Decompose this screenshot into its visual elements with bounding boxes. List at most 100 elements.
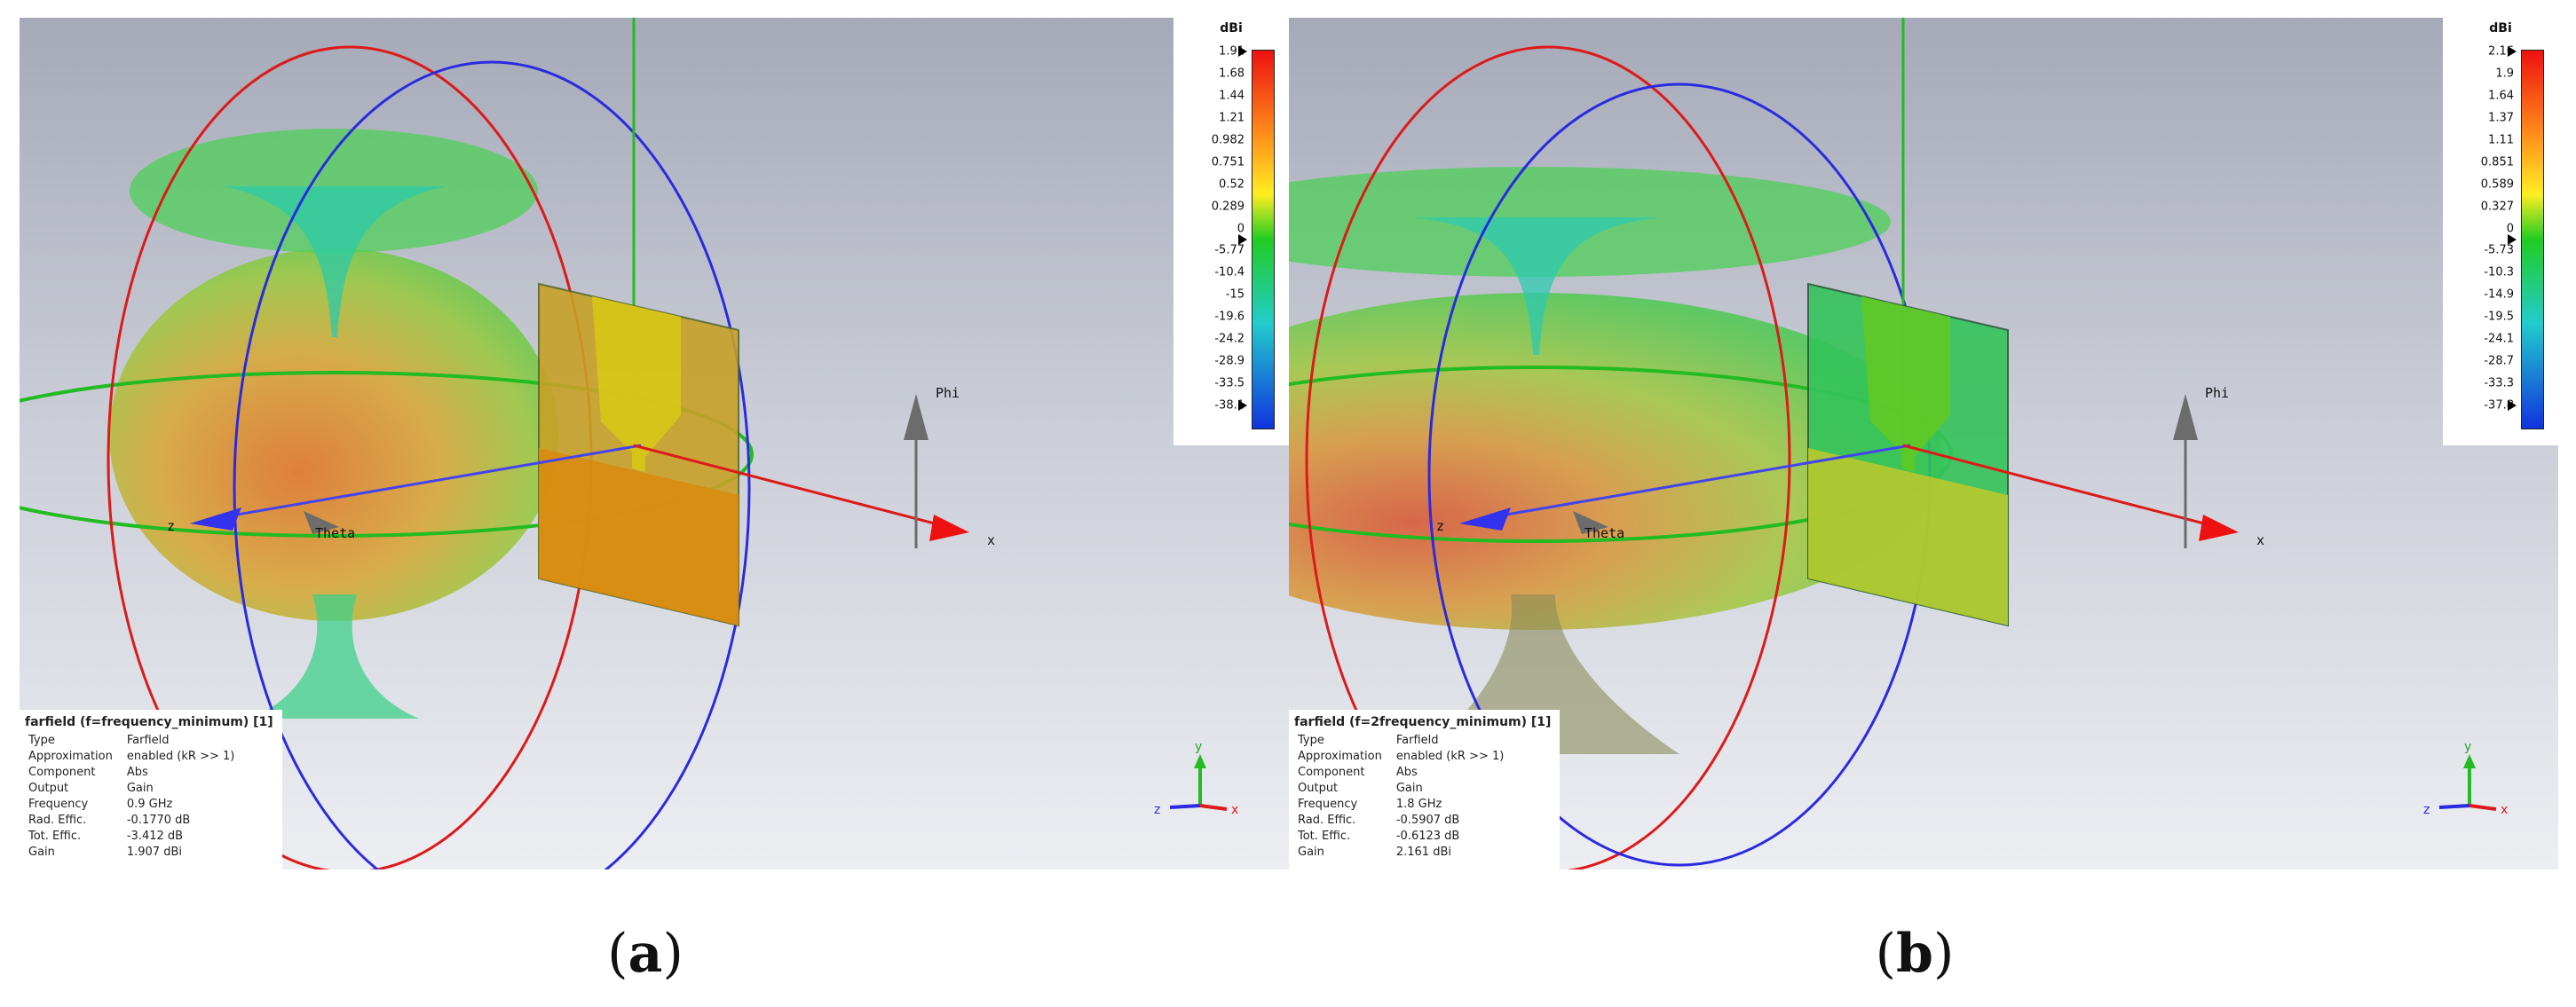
legend-tick-label: 1.44 [1219,89,1245,103]
axis-triad: y z x [1154,740,1238,817]
legend-tick-label: 0.52 [1219,177,1245,192]
info-value: 2.161 dBi [1395,846,1451,859]
info-key: Rad. Effic. [28,814,87,827]
info-value: Farfield [1395,734,1439,747]
info-key: Component [1298,766,1365,779]
legend-tick-label: -5.77 [1214,243,1245,257]
info-key: Gain [28,846,55,859]
info-key: Output [1298,782,1339,795]
antenna-ground-plane [539,448,739,625]
info-row: Tot. Effic. -0.6123 dB [1294,829,1514,845]
info-value: Abs [126,766,148,779]
info-title: farfield (f=2frequency_minimum) [1] [1294,715,1552,729]
legend-tick-label: -38.1 [1214,398,1245,413]
triad-x-label: x [1231,803,1238,817]
legend-tick-label: 2.16 [2488,44,2514,59]
info-row: Frequency 1.8 GHz [1294,797,1514,813]
info-value: Abs [1395,766,1418,779]
info-row: Approximation enabled (kR >> 1) [1294,749,1514,765]
blue-z-axis [1474,444,1911,522]
info-key: Tot. Effic. [28,830,82,843]
caption-a: (a) [607,923,684,985]
info-row: Output Gain [1294,781,1514,797]
theta-label: Theta [1584,525,1624,541]
info-value: Farfield [126,734,170,747]
info-value: -3.412 dB [126,830,184,843]
red-x-axis [633,444,952,530]
info-row: Frequency 0.9 GHz [25,797,245,813]
info-row: Type Farfield [1294,733,1514,749]
legend-tick-label: -24.1 [2484,332,2514,346]
legend-unit: dBi [2489,21,2512,35]
phi-label: Phi [2205,385,2229,401]
info-key: Type [28,734,55,747]
legend-tick-label: 1.21 [1219,111,1245,125]
color-scale-bar [1252,50,1275,429]
info-value: 1.907 dBi [126,846,182,859]
legend-max-marker [1238,46,1247,57]
x-axis-arrowhead [929,515,969,541]
legend-unit: dBi [1220,21,1243,35]
info-key: Approximation [28,750,113,763]
theta-arrowhead [304,511,339,534]
info-row: Approximation enabled (kR >> 1) [25,749,245,765]
theta-arrowhead [1573,511,1608,534]
info-key: Component [28,766,96,779]
info-value: enabled (kR >> 1) [1395,750,1505,763]
info-key: Approximation [1298,750,1382,763]
x-axis-label: x [2256,532,2264,548]
color-scale-legend: dBi 1.91 1.68 1.44 1.21 0.982 0.751 0.52 0.289 0… [1173,18,1289,445]
z-axis-arrowhead [1459,507,1511,531]
legend-tick-label: 1.91 [1219,44,1245,59]
info-key: Rad. Effic. [1298,814,1356,827]
phi-arrowhead [904,394,928,440]
info-title: farfield (f=frequency_minimum) [1] [25,715,273,729]
triad-z-label: z [2423,803,2430,817]
triad-z-label: z [1154,803,1160,817]
legend-tick-label: -28.9 [1214,354,1245,368]
info-value: Gain [1395,782,1423,795]
theta-label: Theta [315,525,355,541]
legend-tick-label: -33.5 [1214,376,1245,390]
z-axis-label: z [1436,518,1444,534]
legend-min-marker [2508,400,2517,411]
z-axis-arrowhead [190,507,241,531]
info-row: Gain 2.161 dBi [1294,845,1514,861]
upper-null-funnel [224,186,446,337]
info-row: Type Farfield [25,733,245,749]
legend-tick-label: -19.5 [2484,310,2514,324]
info-key: Frequency [1298,798,1358,811]
legend-tick-label: -28.7 [2484,354,2514,368]
legend-tick-label: 1.9 [2495,67,2514,81]
caption-b: (b) [1875,923,1955,985]
legend-tick-label: 1.37 [2488,111,2514,125]
green-phi-ring [20,371,754,538]
blue-z-axis [205,444,642,522]
antenna-ground-plane [1808,448,2008,625]
legend-tick-label: 1.64 [2488,89,2514,103]
axis-triad: y z x [2423,740,2508,817]
farfield-3d-view: z x Theta Phi y z x [20,18,1238,869]
farfield-3d-view: z x Theta Phi y z x [1289,18,2508,869]
legend-tick-label: -10.4 [1214,265,1245,279]
legend-tick-label: -19.6 [1214,310,1245,324]
legend-tick-label: -10.3 [2484,265,2514,279]
info-row: Component Abs [1294,765,1514,781]
info-table: Type Farfield Approximation enabled (kR >> … [1294,733,1514,861]
blue-ring [233,60,751,869]
info-value: -0.6123 dB [1395,830,1460,843]
legend-tick-label: -33.3 [2484,376,2514,390]
triad-x-label: x [2501,803,2508,817]
info-key: Frequency [28,798,89,811]
info-value: 1.8 GHz [1395,798,1442,811]
info-value: -0.1770 dB [126,814,191,827]
antenna-feed-patch [1861,296,1950,472]
info-row: Rad. Effic. -0.5907 dB [1294,813,1514,829]
z-axis-label: z [167,518,175,534]
legend-tick-label: -14.9 [2484,287,2514,302]
upper-null-funnel [1413,217,1662,355]
antenna-feed-patch [592,296,681,472]
legend-tick-label: 0.327 [2480,200,2514,214]
info-row: Rad. Effic. -0.1770 dB [25,813,245,829]
x-axis-label: x [987,532,995,548]
